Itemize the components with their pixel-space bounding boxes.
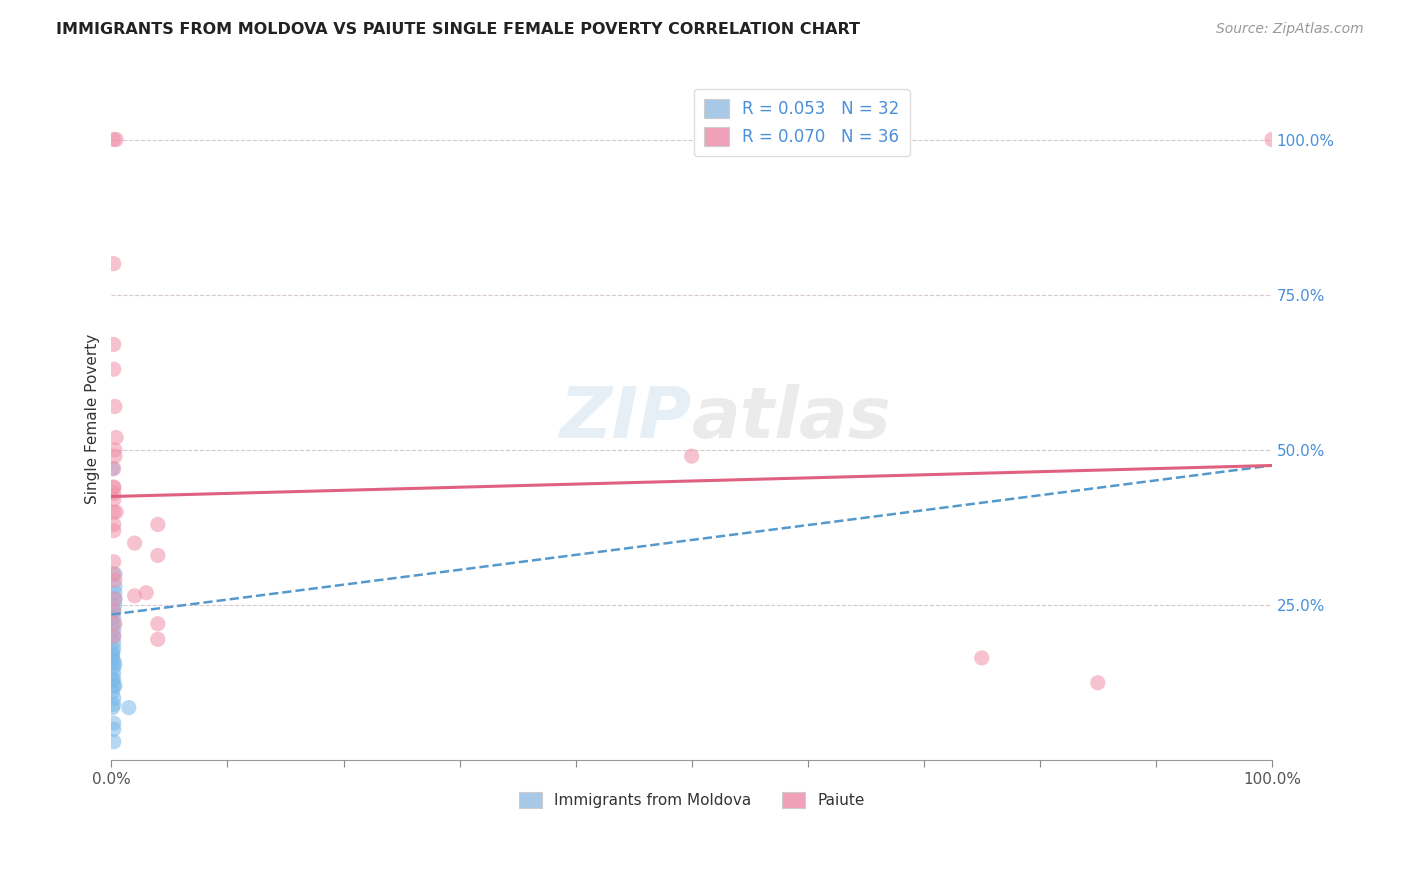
Point bbox=[103, 623, 125, 637]
Point bbox=[104, 580, 127, 594]
Point bbox=[103, 132, 125, 146]
Point bbox=[104, 400, 127, 414]
Point bbox=[105, 431, 128, 445]
Point bbox=[103, 610, 125, 624]
Point bbox=[124, 589, 146, 603]
Point bbox=[103, 461, 125, 475]
Point bbox=[104, 591, 127, 606]
Point bbox=[103, 505, 125, 519]
Point bbox=[101, 700, 124, 714]
Point bbox=[101, 685, 124, 699]
Point bbox=[101, 461, 124, 475]
Point bbox=[1261, 132, 1284, 146]
Text: IMMIGRANTS FROM MOLDOVA VS PAIUTE SINGLE FEMALE POVERTY CORRELATION CHART: IMMIGRANTS FROM MOLDOVA VS PAIUTE SINGLE… bbox=[56, 22, 860, 37]
Point bbox=[146, 616, 169, 631]
Point bbox=[103, 635, 125, 649]
Point bbox=[103, 480, 125, 494]
Y-axis label: Single Female Poverty: Single Female Poverty bbox=[86, 334, 100, 504]
Point bbox=[103, 362, 125, 376]
Point bbox=[118, 700, 141, 714]
Point bbox=[101, 648, 124, 662]
Point bbox=[146, 632, 169, 647]
Point bbox=[103, 480, 125, 494]
Point bbox=[103, 691, 125, 706]
Point bbox=[103, 524, 125, 538]
Point bbox=[681, 449, 703, 463]
Point bbox=[103, 604, 125, 618]
Point bbox=[104, 598, 127, 612]
Point bbox=[103, 716, 125, 731]
Point bbox=[1087, 675, 1109, 690]
Point bbox=[103, 679, 125, 693]
Point bbox=[103, 629, 125, 643]
Point bbox=[970, 651, 993, 665]
Point bbox=[103, 337, 125, 351]
Point bbox=[104, 442, 127, 457]
Point bbox=[146, 549, 169, 563]
Text: Source: ZipAtlas.com: Source: ZipAtlas.com bbox=[1216, 22, 1364, 37]
Point bbox=[103, 517, 125, 532]
Point bbox=[135, 586, 157, 600]
Point bbox=[104, 657, 127, 672]
Point bbox=[103, 486, 125, 500]
Point bbox=[104, 616, 127, 631]
Point bbox=[105, 505, 128, 519]
Point bbox=[101, 651, 124, 665]
Point bbox=[105, 132, 128, 146]
Point bbox=[104, 591, 127, 606]
Point bbox=[104, 679, 127, 693]
Point bbox=[104, 574, 127, 588]
Point bbox=[103, 604, 125, 618]
Point bbox=[103, 567, 125, 582]
Point bbox=[103, 641, 125, 656]
Text: ZIP: ZIP bbox=[560, 384, 692, 453]
Point bbox=[103, 257, 125, 271]
Point bbox=[103, 492, 125, 507]
Point bbox=[103, 629, 125, 643]
Point bbox=[124, 536, 146, 550]
Point bbox=[103, 673, 125, 687]
Point bbox=[104, 449, 127, 463]
Point bbox=[103, 555, 125, 569]
Point bbox=[103, 616, 125, 631]
Point bbox=[103, 654, 125, 668]
Legend: Immigrants from Moldova, Paiute: Immigrants from Moldova, Paiute bbox=[513, 786, 870, 814]
Point bbox=[146, 517, 169, 532]
Point bbox=[103, 666, 125, 681]
Text: atlas: atlas bbox=[692, 384, 891, 453]
Point bbox=[103, 698, 125, 712]
Point bbox=[103, 735, 125, 749]
Point bbox=[101, 645, 124, 659]
Point bbox=[103, 723, 125, 737]
Point bbox=[104, 567, 127, 582]
Point bbox=[104, 586, 127, 600]
Point bbox=[101, 673, 124, 687]
Point bbox=[103, 660, 125, 674]
